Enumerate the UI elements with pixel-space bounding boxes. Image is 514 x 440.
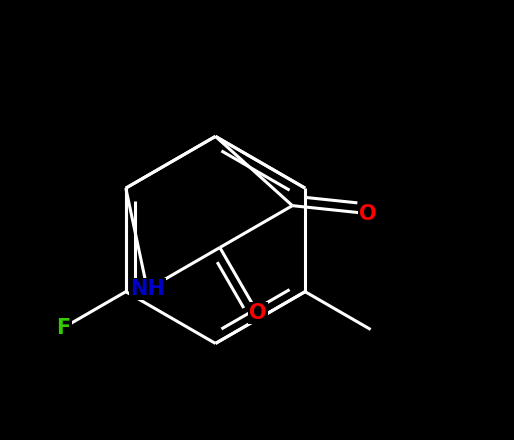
Text: O: O	[249, 303, 266, 323]
Text: F: F	[57, 318, 71, 337]
Text: NH: NH	[130, 279, 164, 299]
Text: O: O	[359, 204, 376, 224]
